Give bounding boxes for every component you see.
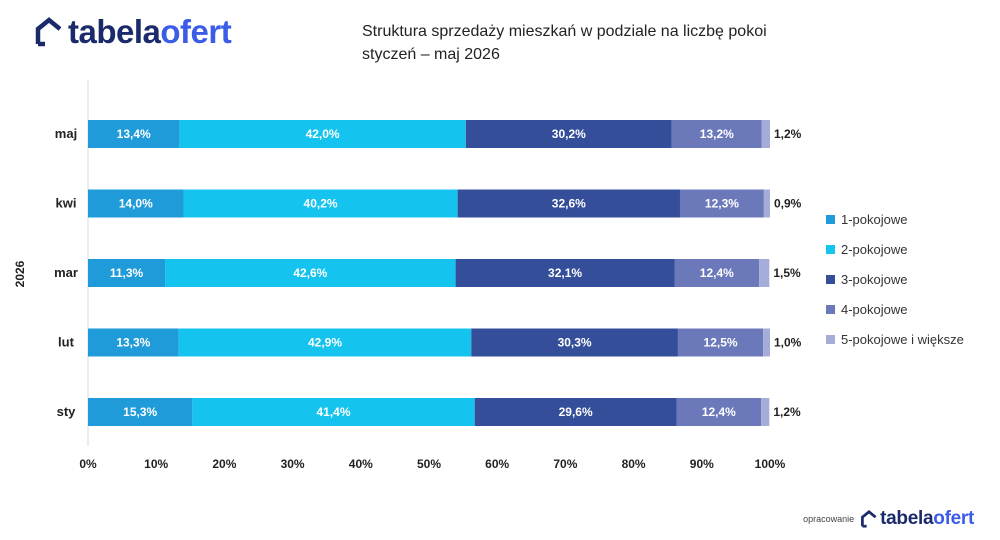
data-label-maj-series-4: 13,2%: [700, 127, 734, 141]
category-label-maj: maj: [55, 126, 77, 141]
house-outline-icon: [35, 17, 62, 47]
x-tick-label: 30%: [281, 457, 305, 471]
x-tick-label: 90%: [690, 457, 714, 471]
legend-item-5: 5-pokojowe i większe: [826, 324, 964, 354]
data-label-mar-series-5: 1,5%: [773, 266, 801, 280]
x-tick-label: 80%: [622, 457, 646, 471]
chart-title: Struktura sprzedaży mieszkań w podziale …: [362, 20, 767, 66]
data-label-sty-series-5: 1,2%: [773, 405, 801, 419]
brand-logo: tabelaofert: [34, 10, 232, 54]
data-label-kwi-series-4: 12,3%: [705, 197, 739, 211]
legend-swatch: [826, 214, 835, 224]
bar-maj-series-2: [179, 120, 466, 148]
bar-mar-series-2: [165, 259, 456, 287]
logo-text: tabelaofert: [68, 13, 232, 50]
bar-mar-series-4: [674, 259, 760, 287]
bar-maj-series-3: [465, 120, 672, 148]
data-label-lut-series-5: 1,0%: [774, 336, 802, 350]
data-label-lut-series-4: 12,5%: [704, 336, 738, 350]
x-tick-label: 70%: [553, 457, 577, 471]
x-tick-label: 20%: [212, 457, 236, 471]
legend-item-4: 4-pokojowe: [826, 294, 964, 324]
data-label-mar-series-2: 42,6%: [293, 266, 327, 280]
bar-kwi-series-4: [679, 189, 764, 218]
footer: opracowanie tabelaofert: [803, 508, 974, 530]
data-label-kwi-series-3: 32,6%: [552, 197, 586, 211]
bar-lut-series-1: [88, 328, 179, 357]
data-label-sty-series-2: 41,4%: [317, 405, 351, 419]
data-label-mar-series-3: 32,1%: [548, 266, 582, 280]
x-tick-label: 40%: [349, 457, 373, 471]
footer-logo-text: tabelaofert: [880, 508, 974, 529]
legend-swatch: [826, 244, 835, 254]
bar-kwi-series-5: [763, 189, 770, 218]
data-label-lut-series-1: 13,3%: [116, 336, 150, 350]
bar-sty-series-4: [676, 398, 762, 426]
footer-logo: tabelaofert: [860, 508, 974, 530]
chart-legend: 1-pokojowe 2-pokojowe 3-pokojowe 4-pokojowe…: [826, 204, 964, 354]
category-label-mar: mar: [54, 265, 78, 280]
bar-lut-series-3: [471, 328, 678, 357]
data-label-mar-series-1: 11,3%: [110, 266, 144, 280]
data-label-maj-series-5: 1,2%: [774, 127, 802, 141]
x-tick-label: 50%: [417, 457, 441, 471]
data-label-sty-series-3: 29,6%: [559, 405, 593, 419]
category-label-kwi: kwi: [56, 196, 77, 211]
legend-label: 1-pokojowe: [841, 211, 908, 227]
data-label-maj-series-3: 30,2%: [552, 127, 586, 141]
legend-item-2: 2-pokojowe: [826, 234, 964, 264]
legend-label: 5-pokojowe i większe: [841, 331, 964, 347]
x-tick-label: 0%: [79, 457, 97, 471]
chart-title-line2: styczeń – maj 2026: [362, 46, 500, 63]
footer-label: opracowanie: [803, 514, 855, 524]
x-tick-label: 100%: [755, 457, 786, 471]
bar-mar-series-5: [759, 259, 770, 287]
bar-kwi-series-2: [183, 189, 458, 218]
bar-sty-series-1: [88, 398, 193, 426]
data-label-maj-series-1: 13,4%: [117, 127, 151, 141]
bar-maj-series-1: [88, 120, 180, 148]
data-label-lut-series-3: 30,3%: [558, 336, 592, 350]
legend-label: 2-pokojowe: [841, 241, 908, 257]
house-outline-icon: [861, 510, 877, 528]
data-label-mar-series-4: 12,4%: [700, 266, 734, 280]
bar-lut-series-4: [677, 328, 764, 357]
bar-lut-series-5: [763, 328, 770, 357]
data-label-kwi-series-2: 40,2%: [304, 197, 338, 211]
stacked-bar-chart: 2026 maj 13,4% 42,0% 30,2% 13,2% 1,2% kwi 14,0% 4…: [13, 80, 802, 471]
bar-sty-series-2: [192, 398, 475, 426]
bar-lut-series-2: [178, 328, 472, 357]
data-label-kwi-series-1: 14,0%: [119, 197, 153, 211]
x-tick-label: 60%: [485, 457, 509, 471]
data-label-sty-series-4: 12,4%: [702, 405, 736, 419]
legend-swatch: [826, 274, 835, 284]
bar-mar-series-3: [455, 259, 675, 287]
legend-label: 3-pokojowe: [841, 271, 908, 287]
bar-sty-series-3: [474, 398, 677, 426]
chart-title-line1: Struktura sprzedaży mieszkań w podziale …: [362, 23, 767, 40]
bar-maj-series-5: [761, 120, 770, 148]
legend-item-3: 3-pokojowe: [826, 264, 964, 294]
bar-kwi-series-1: [88, 189, 184, 218]
bar-kwi-series-3: [457, 189, 680, 218]
data-label-lut-series-2: 42,9%: [308, 336, 342, 350]
bar-mar-series-1: [88, 259, 166, 287]
bar-sty-series-5: [761, 398, 770, 426]
data-label-maj-series-2: 42,0%: [306, 127, 340, 141]
legend-swatch: [826, 334, 835, 344]
y-axis-label: 2026: [13, 260, 27, 287]
category-label-lut: lut: [58, 335, 75, 350]
x-tick-label: 10%: [144, 457, 168, 471]
legend-label: 4-pokojowe: [841, 301, 908, 317]
legend-item-1: 1-pokojowe: [826, 204, 964, 234]
data-label-sty-series-1: 15,3%: [123, 405, 157, 419]
legend-swatch: [826, 304, 835, 314]
category-label-sty: sty: [57, 404, 77, 419]
bar-maj-series-4: [671, 120, 762, 148]
data-label-kwi-series-5: 0,9%: [774, 197, 802, 211]
